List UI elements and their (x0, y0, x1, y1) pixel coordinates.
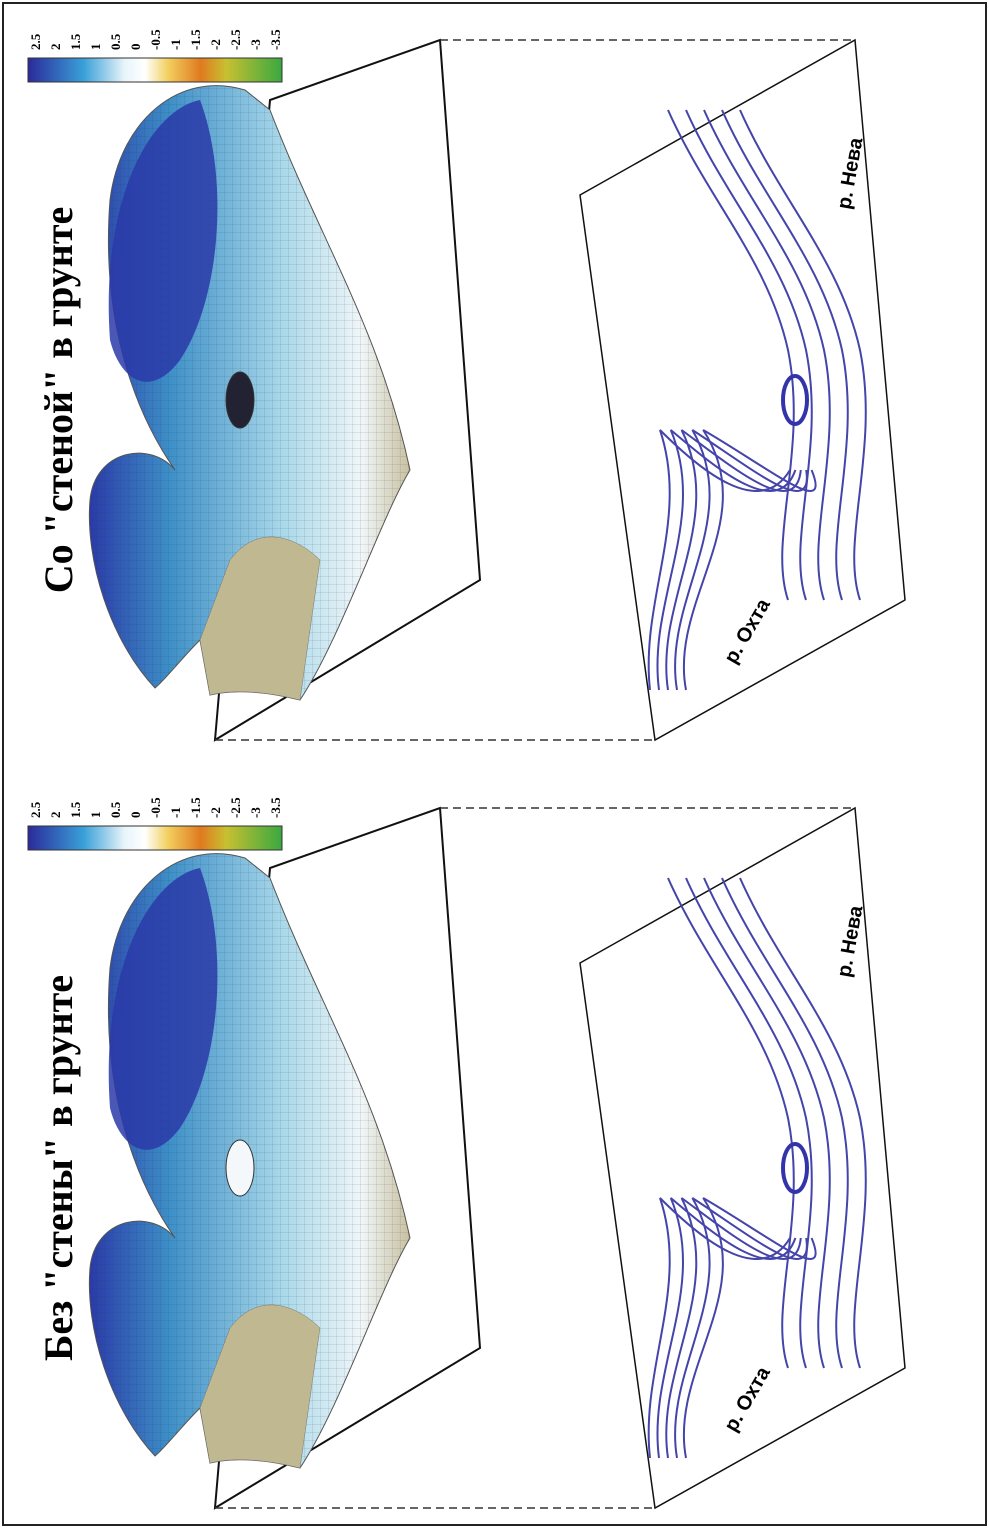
panel: Без "стены" в грунте 2.5 2 1.5 1 0.5 0 -0.5 -1 -1… (28, 797, 905, 1508)
panel-title: Со "стеной" в грунте (36, 207, 81, 593)
colorbar-label: -1.5 (188, 29, 203, 50)
colorbar-label: 2.5 (28, 33, 43, 50)
colorbar-label: 0 (128, 44, 143, 51)
colorbar-label: -1.5 (188, 797, 203, 818)
colorbar-label: -3.5 (268, 797, 283, 818)
colorbar (28, 58, 282, 82)
colorbar-label: -0.5 (148, 797, 163, 818)
colorbar-label: 2 (48, 812, 63, 819)
colorbar-label: -1 (168, 807, 183, 818)
surface-pit (226, 372, 254, 428)
colorbar-label: -2.5 (228, 29, 243, 50)
colorbar-label: -2.5 (228, 797, 243, 818)
colorbar-label: -3.5 (268, 29, 283, 50)
panel: Со "стеной" в грунте 2.5 2 1.5 1 0.5 0 -0.5 -1 -1… (28, 29, 905, 740)
colorbar-label: 0.5 (108, 801, 123, 818)
colorbar-label: -2 (208, 807, 223, 818)
colorbar-label: -2 (208, 39, 223, 50)
surface-pit (226, 1140, 254, 1196)
colorbar-label: 1 (88, 44, 103, 51)
colorbar-label: 1 (88, 812, 103, 819)
colorbar-label: 1.5 (68, 801, 83, 818)
colorbar-label: 0 (128, 812, 143, 819)
panel-title: Без "стены" в грунте (36, 975, 81, 1361)
colorbar-label: 2 (48, 44, 63, 51)
colorbar-label: -0.5 (148, 29, 163, 50)
colorbar-label: 1.5 (68, 33, 83, 50)
colorbar (28, 826, 282, 850)
colorbar-label: -3 (248, 807, 263, 818)
colorbar-label: 2.5 (28, 801, 43, 818)
colorbar-label: -3 (248, 39, 263, 50)
figure: Со "стеной" в грунте 2.5 2 1.5 1 0.5 0 -0.5 -1 -1… (0, 0, 989, 1528)
colorbar-label: -1 (168, 39, 183, 50)
colorbar-label: 0.5 (108, 33, 123, 50)
